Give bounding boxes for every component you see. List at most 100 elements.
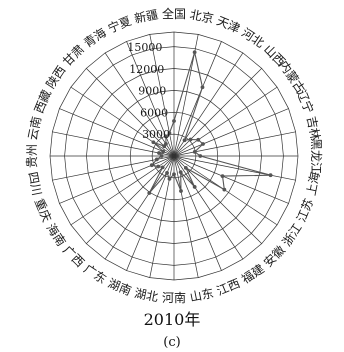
category-label: 上海 xyxy=(303,170,322,196)
spoke-line xyxy=(70,86,175,157)
data-point xyxy=(182,138,187,143)
spoke-line xyxy=(149,155,175,278)
category-label: 安徽 xyxy=(260,242,288,270)
data-point xyxy=(220,174,225,179)
category-label: 湖南 xyxy=(106,275,134,298)
data-point xyxy=(151,140,156,145)
data-point xyxy=(172,172,176,177)
tick-label: 12000 xyxy=(129,63,164,76)
category-label: 黑龙江 xyxy=(309,138,323,174)
tick-labels: 3000 6000 9000 12000 15000 xyxy=(127,41,170,141)
data-point xyxy=(154,157,159,162)
data-point xyxy=(188,137,193,142)
data-point xyxy=(172,119,176,123)
chart-title: 2010年 xyxy=(144,310,201,329)
category-label: 全国 xyxy=(162,6,186,21)
spoke-line xyxy=(173,155,244,260)
data-point xyxy=(161,149,166,154)
category-label: 云南 xyxy=(25,115,44,141)
grid-ring xyxy=(49,31,299,281)
data-point xyxy=(192,185,197,189)
grid-ring xyxy=(129,111,219,201)
spoke-line xyxy=(52,131,175,157)
spoke-line xyxy=(173,155,262,244)
category-label: 吉林 xyxy=(304,115,322,141)
data-point xyxy=(268,173,273,178)
category-label: 甘肃 xyxy=(60,42,87,69)
spoke-line xyxy=(173,86,278,157)
category-label: 北京 xyxy=(189,8,215,26)
tick-label: 9000 xyxy=(138,85,166,98)
spoke-line xyxy=(86,155,175,244)
spoke-line xyxy=(59,108,175,157)
category-label: 新疆 xyxy=(133,7,159,26)
category-label: 宁夏 xyxy=(106,13,134,36)
category-label: 辽宁 xyxy=(294,88,317,116)
category-label: 山东 xyxy=(189,286,215,304)
data-point xyxy=(149,163,154,168)
data-point xyxy=(167,131,172,136)
spoke-line xyxy=(104,155,175,260)
tick-label: 15000 xyxy=(127,41,162,54)
spoke-line xyxy=(173,155,222,271)
grid-ring xyxy=(64,46,284,266)
category-label: 江西 xyxy=(215,276,243,298)
category-label: 陕西 xyxy=(43,63,69,91)
category-label: 西藏 xyxy=(32,88,54,116)
spoke-line xyxy=(173,155,199,278)
grid-ring xyxy=(151,133,197,179)
data-point xyxy=(192,50,197,55)
data-point xyxy=(165,170,169,175)
data-point xyxy=(192,149,197,154)
data-point xyxy=(160,165,165,170)
tick-label: 6000 xyxy=(140,106,168,119)
data-point xyxy=(198,154,203,158)
category-label: 湖北 xyxy=(133,285,159,304)
data-point xyxy=(196,137,201,142)
data-point xyxy=(167,176,172,181)
category-label: 海南 xyxy=(43,220,69,248)
data-point xyxy=(157,151,161,155)
spoke-line xyxy=(173,108,289,157)
chart-subtitle: (c) xyxy=(163,335,180,350)
category-label: 青海 xyxy=(81,25,109,51)
category-label: 江苏 xyxy=(294,197,316,225)
category-label: 重庆 xyxy=(32,197,54,225)
tick-label: 3000 xyxy=(142,128,170,141)
category-label: 福建 xyxy=(238,261,266,287)
grid-ring xyxy=(107,89,241,223)
data-point xyxy=(222,187,227,192)
spoke-line xyxy=(86,68,175,157)
spoke-line xyxy=(52,155,175,181)
category-label: 广西 xyxy=(60,243,87,270)
spoke-line xyxy=(173,155,296,181)
spoke-line xyxy=(173,155,289,204)
data-point xyxy=(159,154,164,158)
spoke-line xyxy=(173,41,222,157)
spoke-line xyxy=(149,34,175,157)
category-label: 四川 xyxy=(26,171,44,197)
data-point xyxy=(164,141,168,146)
data-point xyxy=(164,134,168,139)
category-label: 河南 xyxy=(162,290,186,305)
category-label: 贵州 xyxy=(25,144,39,168)
spoke-line xyxy=(104,52,175,157)
data-point xyxy=(156,164,161,169)
data-point xyxy=(183,165,188,170)
category-label: 广东 xyxy=(81,262,109,287)
data-point xyxy=(147,191,152,195)
series xyxy=(147,50,273,195)
category-label: 浙江 xyxy=(280,221,305,249)
data-point xyxy=(201,142,205,146)
data-point xyxy=(178,170,183,175)
data-point xyxy=(179,189,183,193)
spoke-line xyxy=(173,68,262,157)
spoke-line xyxy=(126,155,175,271)
data-point xyxy=(200,85,205,90)
category-label: 天津 xyxy=(215,14,243,36)
category-label: 河北 xyxy=(239,25,267,50)
grid xyxy=(49,31,299,281)
spoke-line xyxy=(59,155,175,204)
